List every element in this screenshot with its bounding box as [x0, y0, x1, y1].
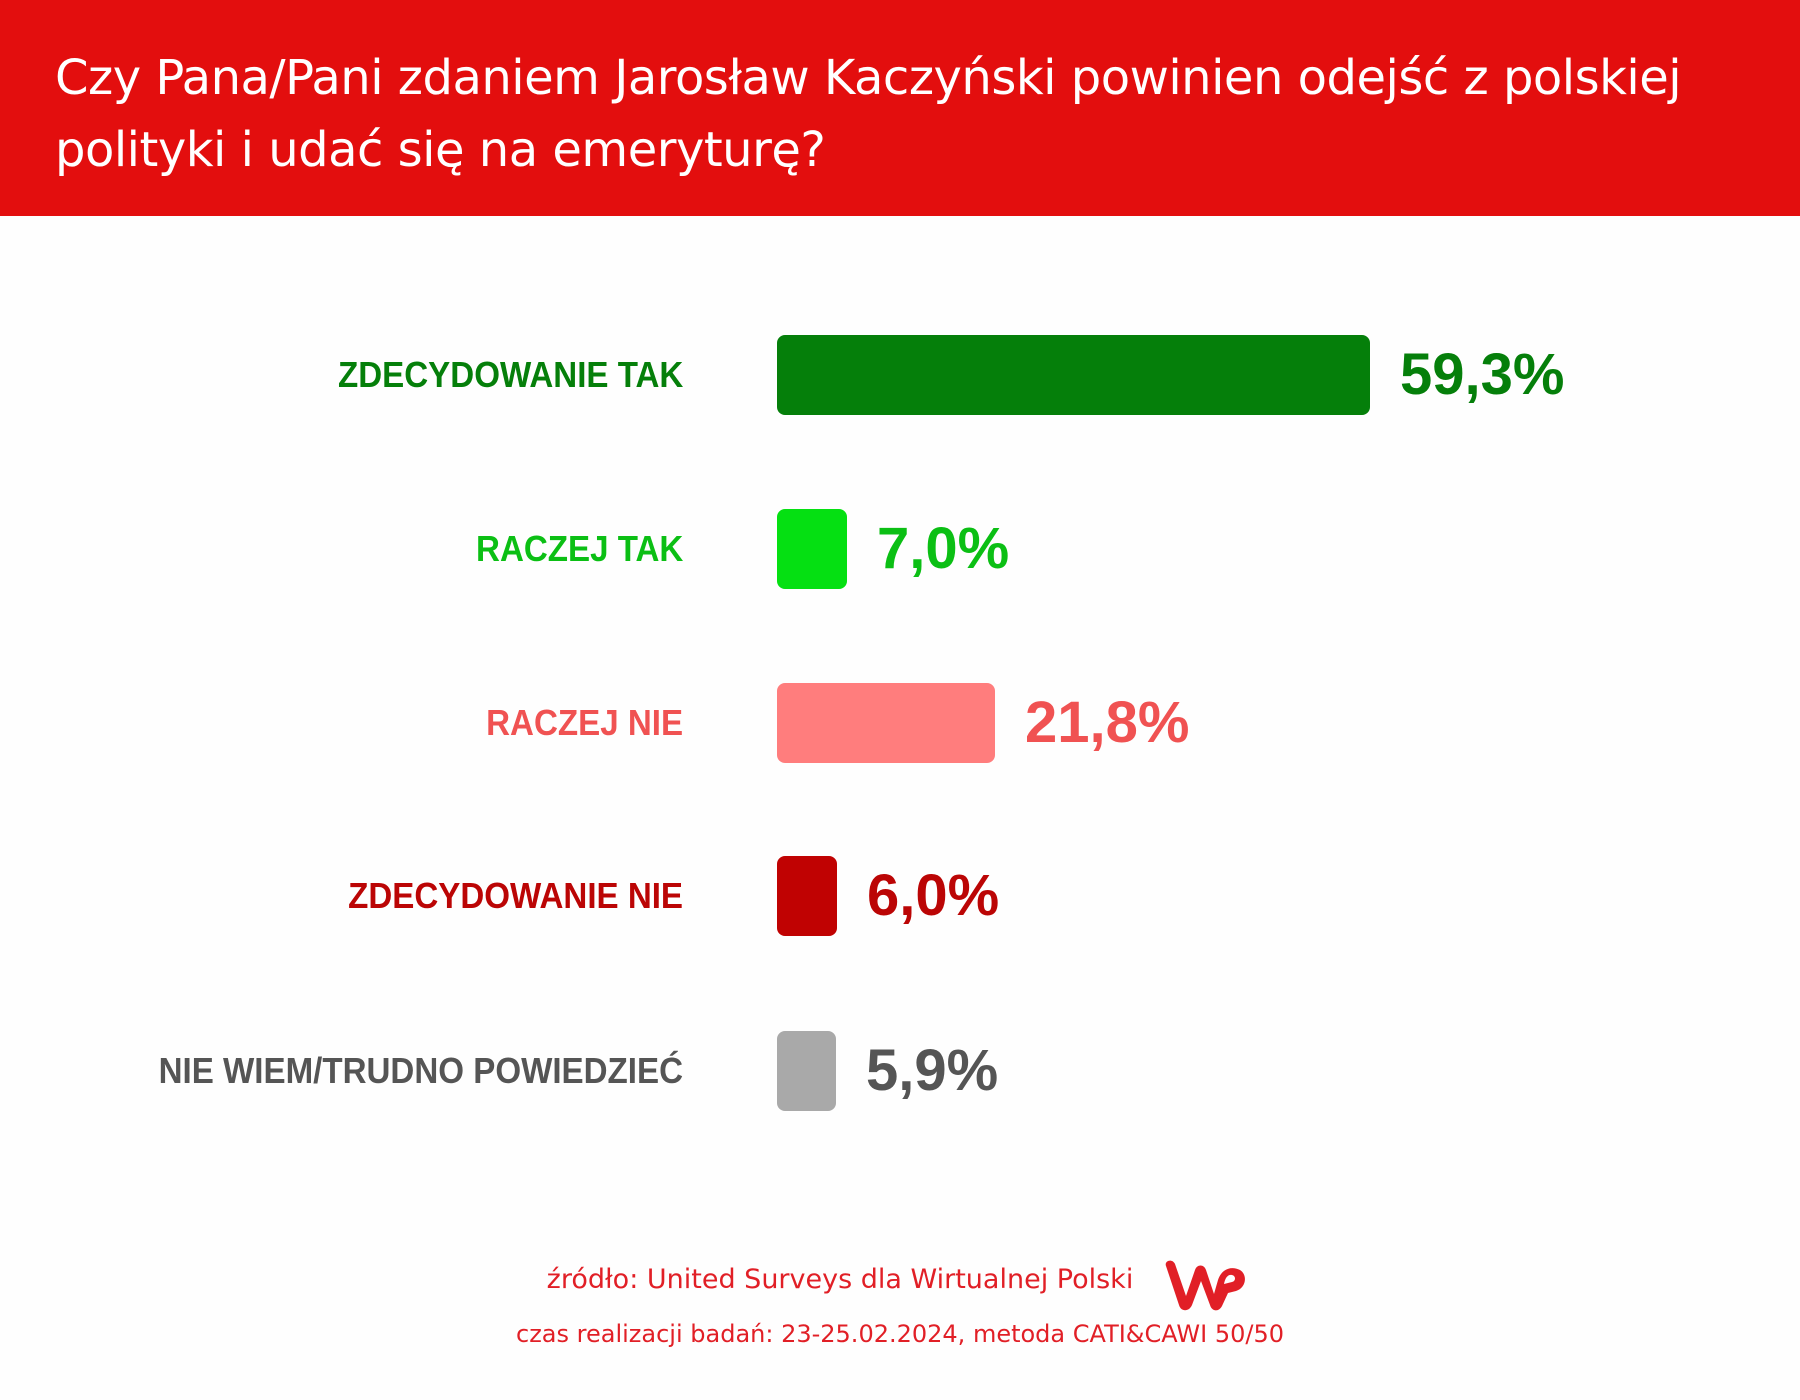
- footer-fieldwork: czas realizacji badań: 23-25.02.2024, me…: [516, 1320, 1284, 1348]
- header-banner: Czy Pana/Pani zdaniem Jarosław Kaczyński…: [0, 0, 1800, 216]
- category-label: NIE WIEM/TRUDNO POWIEDZIEĆ: [158, 1050, 683, 1091]
- category-label: ZDECYDOWANIE NIE: [348, 875, 683, 916]
- bar: [777, 856, 837, 936]
- category-label: ZDECYDOWANIE TAK: [337, 354, 683, 395]
- value-label: 21,8%: [1025, 690, 1190, 755]
- value-label: 7,0%: [877, 516, 1010, 581]
- footer-source: źródło: United Surveys dla Wirtualnej Po…: [0, 1264, 1800, 1295]
- bar: [777, 1031, 836, 1111]
- value-label: 59,3%: [1400, 342, 1565, 407]
- bar-row: ZDECYDOWANIE NIE 6,0%: [0, 856, 1800, 936]
- category-label: RACZEJ NIE: [486, 702, 683, 743]
- bar-row: RACZEJ TAK 7,0%: [0, 509, 1800, 589]
- bar-row: RACZEJ NIE 21,8%: [0, 683, 1800, 763]
- bar: [777, 335, 1370, 415]
- value-label: 5,9%: [866, 1038, 999, 1103]
- wp-logo-icon: [1165, 1260, 1245, 1311]
- bar: [777, 683, 995, 763]
- category-label: RACZEJ TAK: [475, 528, 683, 569]
- bar: [777, 509, 847, 589]
- bar-row: ZDECYDOWANIE TAK 59,3%: [0, 335, 1800, 415]
- source-text: źródło: United Surveys dla Wirtualnej Po…: [546, 1264, 1134, 1295]
- value-label: 6,0%: [867, 863, 1000, 928]
- bar-row: NIE WIEM/TRUDNO POWIEDZIEĆ 5,9%: [0, 1031, 1800, 1111]
- chart-title: Czy Pana/Pani zdaniem Jarosław Kaczyński…: [55, 50, 1682, 178]
